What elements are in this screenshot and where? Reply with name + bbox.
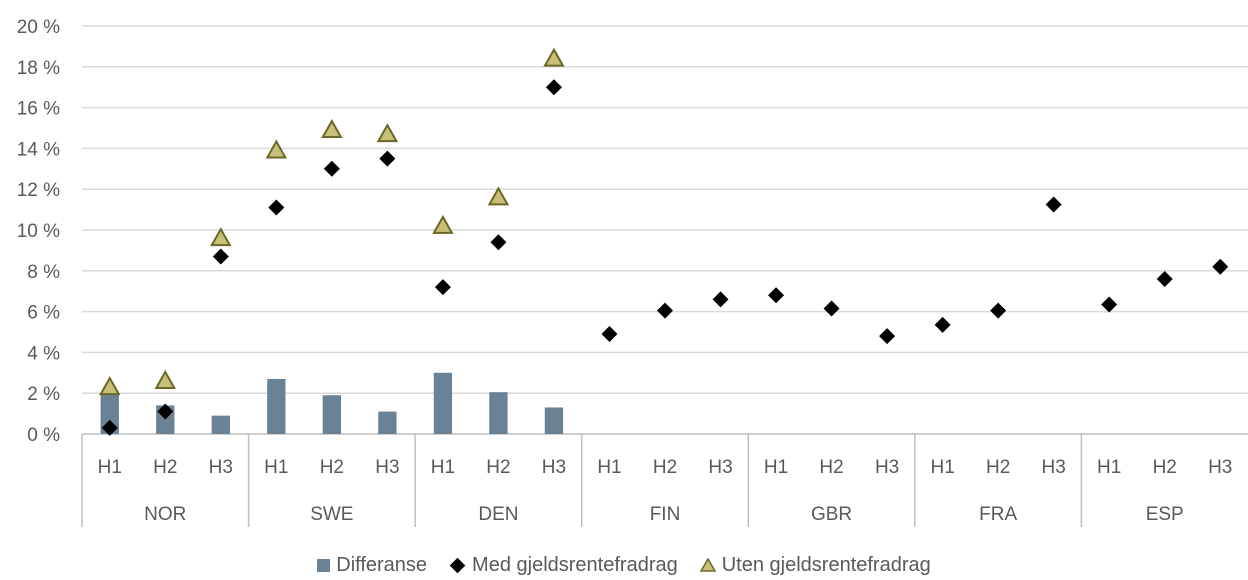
legend-item-med: Med gjeldsrentefradrag (449, 554, 678, 577)
triangle-point (154, 369, 176, 389)
x-tick-label: H3 (1208, 457, 1232, 478)
group-label: NOR (144, 504, 186, 525)
diamond-point (934, 316, 951, 333)
group-label: ESP (1146, 504, 1184, 525)
bar (544, 407, 564, 434)
y-tick-label: 12 % (17, 180, 60, 201)
y-tick-label: 6 % (27, 303, 60, 324)
legend-label-uten: Uten gjeldsrentefradrag (721, 553, 931, 576)
triangle-point (210, 227, 232, 247)
triangle-point (321, 119, 343, 139)
legend-label-med: Med gjeldsrentefradrag (472, 553, 678, 576)
x-tick-label: H2 (819, 457, 843, 478)
group-label: DEN (478, 504, 518, 525)
diamond-point (268, 199, 285, 216)
x-tick-label: H1 (431, 457, 455, 478)
group-label: FIN (650, 504, 681, 525)
x-tick-label: H1 (597, 457, 621, 478)
triangle-point (487, 186, 510, 206)
x-tick-label: H1 (98, 457, 122, 478)
x-tick-label: H2 (153, 457, 177, 478)
triangle-point (376, 123, 399, 143)
x-tick-label: H3 (542, 457, 566, 478)
legend-item-differanse: Differanse (317, 554, 427, 577)
legend-item-uten: Uten gjeldsrentefradrag (699, 553, 931, 577)
x-tick-label: H1 (930, 457, 954, 478)
y-tick-label: 4 % (27, 343, 60, 364)
diamond-point (1156, 270, 1173, 287)
triangle-point (432, 214, 454, 234)
x-tick-label: H2 (653, 457, 677, 478)
y-tick-label: 8 % (27, 262, 60, 283)
x-tick-label: H2 (1153, 457, 1177, 478)
y-tick-label: 0 % (27, 425, 60, 446)
x-tick-label: H2 (986, 457, 1010, 478)
legend-label-differanse: Differanse (336, 553, 428, 576)
diamond-point (323, 160, 340, 177)
legend-diamond-swatch (449, 557, 466, 573)
bar (211, 415, 230, 434)
diamond-point (601, 326, 618, 343)
diamond-point (1212, 258, 1229, 275)
x-tick-label: H1 (1097, 457, 1121, 478)
y-tick-label: 16 % (17, 99, 60, 120)
bar (378, 411, 397, 434)
triangle-point (265, 139, 288, 159)
bar (267, 378, 286, 434)
group-label: GBR (811, 504, 852, 525)
diamond-point (490, 234, 507, 251)
diamond-point (1045, 196, 1062, 213)
bar (100, 393, 119, 434)
group-label: SWE (310, 504, 353, 525)
bar (489, 392, 508, 434)
y-tick-label: 2 % (27, 384, 60, 405)
y-tick-label: 10 % (17, 221, 60, 242)
diamond-point (157, 403, 174, 420)
diamond-point (657, 302, 673, 319)
x-tick-label: H2 (320, 457, 344, 478)
diamond-point (1101, 296, 1118, 313)
x-tick-label: H3 (708, 457, 732, 478)
y-tick-label: 14 % (17, 139, 60, 160)
diamond-point (379, 150, 396, 167)
x-tick-label: H3 (1042, 457, 1066, 478)
legend-triangle-swatch (699, 558, 716, 572)
x-tick-label: H3 (875, 457, 899, 478)
bar (433, 372, 453, 434)
y-tick-label: 20 % (17, 17, 60, 38)
diamond-point (712, 291, 729, 308)
diamond-point (879, 328, 896, 345)
diamond-point (545, 79, 562, 96)
diamond-point (101, 419, 118, 436)
diamond-point (990, 302, 1007, 319)
x-tick-label: H1 (264, 457, 288, 478)
diamond-point (212, 248, 229, 265)
y-tick-label: 18 % (17, 58, 60, 79)
diamond-point (768, 287, 785, 304)
diamond-point (823, 300, 840, 317)
bar (322, 395, 342, 434)
triangle-point (99, 376, 121, 396)
x-tick-label: H2 (486, 457, 510, 478)
x-tick-label: H3 (209, 457, 233, 478)
diamond-point (434, 279, 451, 296)
legend-bar-swatch (317, 558, 331, 572)
triangle-point (543, 47, 565, 67)
legend: Differanse Med gjeldsrentefradrag Uten g… (0, 550, 1248, 580)
x-tick-label: H3 (375, 457, 399, 478)
group-label: FRA (979, 504, 1017, 525)
x-tick-label: H1 (764, 457, 788, 478)
